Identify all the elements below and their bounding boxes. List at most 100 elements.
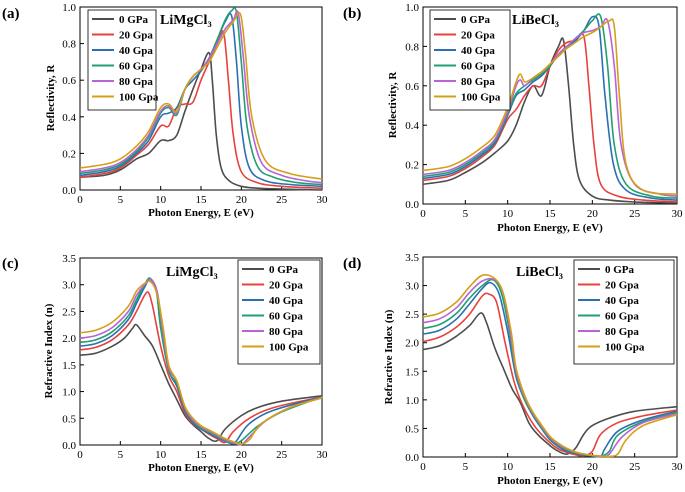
y-tick-label-d: 3.0 [405,281,419,293]
y-tick-label-a: 0.6 [62,75,76,87]
panel-d: (d) 0 5 10 15 20 25 30 0.0 0.5 1.0 1.5 2.0 2.5 3.0 3.5… [343,252,683,487]
legend-label-b-0: 0 GPa [461,14,491,26]
series-line-b-5 [422,18,678,195]
y-tick-label-d: 2.5 [405,309,419,321]
x-tick-label-d: 5 [463,461,469,473]
y-tick-label-a: 0.0 [62,185,76,197]
y-tick-label-b: 0.8 [405,41,419,53]
x-tick-label-a: 5 [118,194,124,206]
y-tick-label-b: 1.0 [405,2,419,14]
panel-b: (b) 0 5 10 15 20 25 30 0.0 0.2 0.4 0.6 0.8 1.0 Photo… [343,2,683,234]
legend-label-d-5: 100 Gpa [605,342,645,354]
series-line-a-0 [79,51,323,191]
series-line-c-0 [79,323,323,443]
y-axis-label-d: Refractive Index (n) [383,309,395,404]
legend-d: 0 GPa 20 Gpa 40 Gpa 60 Gpa 80 Gpa 100 Gpa [573,259,675,365]
y-tick-label-b: 0.6 [405,81,419,93]
material-label-a: LiMgCl₃ [160,13,212,28]
material-label-d: LiBeCl₃ [516,265,563,280]
y-tick-label-d: 2.0 [405,338,419,350]
y-tick-label-c: 0.5 [62,413,76,425]
legend-label-c-1: 20 Gpa [269,280,303,292]
panel-a: (a) 0 5 10 15 20 25 30 0.0 0.2 0.4 0.6 0.8 1.0 Photo… [2,2,328,219]
x-tick-label-b: 20 [587,208,599,220]
x-tick-label-d: 25 [629,461,641,473]
x-axis-label-b: Photon Energy, E (eV) [497,222,603,234]
legend-label-c-3: 60 Gpa [269,311,303,323]
x-tick-label-a: 10 [155,194,167,206]
legend-label-d-4: 80 Gpa [605,326,639,338]
series-line-b-0 [422,37,678,204]
legend-b: 0 GPa 20 Gpa 40 Gpa 60 Gpa 80 Gpa 100 Gpa [429,9,511,111]
x-axis-label-a: Photon Energy, E (eV) [148,207,254,219]
series-line-a-4 [79,10,323,184]
y-tick-label-d: 0.5 [405,423,419,435]
legend-label-b-3: 60 Gpa [461,61,495,73]
x-axis-label-d: Photon Energy, E (eV) [497,475,603,487]
y-axis-label-b: Reflectivity, R [387,71,399,139]
x-tick-label-c: 30 [317,449,329,461]
x-tick-label-d: 10 [502,461,514,473]
legend-label-a-2: 40 Gpa [119,45,153,57]
x-tick-label-a: 25 [276,194,288,206]
x-tick-label-a: 20 [236,194,248,206]
y-axis-label-a: Reflectivity, R [45,64,57,132]
x-tick-label-b: 0 [420,208,426,220]
x-tick-label-a: 30 [317,194,329,206]
legend-label-b-1: 20 Gpa [461,30,495,42]
series-line-b-4 [422,17,678,197]
series-line-d-5 [422,274,678,458]
panel-c: (c) 0 5 10 15 20 25 30 0.0 0.5 1.0 1.5 2.0 2.5 3.0 3.5… [2,253,328,474]
y-tick-label-d: 3.5 [405,252,419,264]
legend-label-c-0: 0 GPa [269,264,299,276]
legend-label-d-1: 20 Gpa [605,280,639,292]
legend-label-d-3: 60 Gpa [605,311,639,323]
series-line-a-2 [79,12,323,188]
x-tick-label-b: 5 [463,208,469,220]
panel-label-b: (b) [343,6,361,22]
x-tick-label-c: 25 [276,449,288,461]
ticks-d: 0 5 10 15 20 25 30 0.0 0.5 1.0 1.5 2.0 2.5 3.0 3.5 [405,252,683,473]
x-tick-label-c: 20 [236,449,248,461]
panel-label-a: (a) [2,6,20,22]
legend-label-a-5: 100 Gpa [119,92,159,104]
x-tick-label-d: 15 [545,461,557,473]
x-tick-label-a: 15 [196,194,208,206]
y-tick-label-b: 0.4 [405,120,419,132]
panel-label-d: (d) [343,256,361,272]
legend-box-a [87,9,157,111]
x-tick-label-d: 30 [672,461,684,473]
x-tick-label-c: 5 [118,449,124,461]
legend-c: 0 GPa 20 Gpa 40 Gpa 60 Gpa 80 Gpa 100 Gpa [237,259,321,365]
legend-label-d-2: 40 Gpa [605,295,639,307]
legend-box-b [429,9,511,111]
y-tick-label-d: 0.0 [405,452,419,464]
y-tick-label-a: 0.8 [62,39,76,51]
ticks-b: 0 5 10 15 20 25 30 0.0 0.2 0.4 0.6 0.8 1.0 [405,2,683,220]
legend-label-d-0: 0 GPa [605,264,635,276]
panel-label-c: (c) [2,256,19,272]
y-tick-label-a: 0.2 [62,148,76,160]
legend-label-b-2: 40 Gpa [461,45,495,57]
y-tick-label-d: 1.0 [405,395,419,407]
series-lines-d [422,274,678,458]
legend-label-b-5: 100 Gpa [461,92,501,104]
series-line-d-1 [422,292,678,457]
x-tick-label-c: 10 [155,449,167,461]
y-tick-label-c: 2.0 [62,333,76,345]
x-tick-label-d: 0 [420,461,426,473]
series-line-a-5 [79,12,323,180]
y-tick-label-c: 2.5 [62,306,76,318]
x-tick-label-b: 10 [502,208,514,220]
series-line-c-1 [79,291,323,444]
y-tick-label-c: 1.0 [62,387,76,399]
y-tick-label-c: 1.5 [62,360,76,372]
series-lines-c [79,277,323,446]
series-line-c-5 [79,280,323,445]
series-line-a-1 [79,30,323,189]
series-lines-b [422,13,678,204]
legend-label-c-5: 100 Gpa [269,342,309,354]
y-tick-label-a: 1.0 [62,2,76,14]
ticks-c: 0 5 10 15 20 25 30 0.0 0.5 1.0 1.5 2.0 2.5 3.0 3.5 [62,253,328,461]
